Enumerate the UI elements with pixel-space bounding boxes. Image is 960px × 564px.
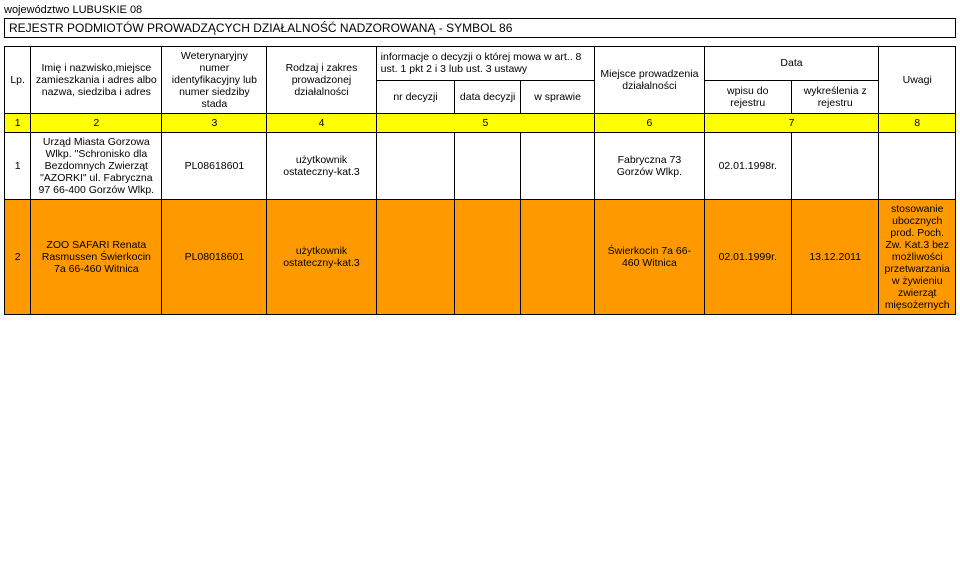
cell-lp: 2 — [5, 200, 31, 315]
cell-nr-decyzji — [376, 200, 455, 315]
colnum-6: 6 — [595, 114, 704, 133]
hdr-wpisu: wpisu do rejestru — [704, 80, 791, 114]
cell-uwagi: stosowanie ubocznych prod. Poch. Zw. Kat… — [879, 200, 956, 315]
cell-wpisu: 02.01.1998r. — [704, 133, 791, 200]
colnum-7: 7 — [704, 114, 879, 133]
cell-lp: 1 — [5, 133, 31, 200]
table-row: 2 ZOO SAFARI Renata Rasmussen Świerkocin… — [5, 200, 956, 315]
hdr-wykresl: wykreślenia z rejestru — [791, 80, 878, 114]
hdr-info: informacje o decyzji o której mowa w art… — [376, 47, 595, 81]
hdr-uwagi: Uwagi — [879, 47, 956, 114]
hdr-data-decyzji: data decyzji — [455, 80, 521, 114]
hdr-name: Imię i nazwisko,miejsce zamieszkania i a… — [31, 47, 162, 114]
registry-title: REJESTR PODMIOTÓW PROWADZĄCYCH DZIAŁALNO… — [4, 18, 956, 38]
colnum-4: 4 — [267, 114, 376, 133]
colnum-2: 2 — [31, 114, 162, 133]
hdr-data: Data — [704, 47, 879, 81]
cell-w-sprawie — [520, 133, 594, 200]
cell-miejsce: Fabryczna 73 Gorzów Wlkp. — [595, 133, 704, 200]
cell-scope: użytkownik ostateczny-kat.3 — [267, 200, 376, 315]
hdr-lp: Lp. — [5, 47, 31, 114]
cell-wykresl: 13.12.2011 — [791, 200, 878, 315]
cell-w-sprawie — [520, 200, 594, 315]
hdr-w-sprawie: w sprawie — [520, 80, 594, 114]
table-row: 1 Urząd Miasta Gorzowa Wlkp. "Schronisko… — [5, 133, 956, 200]
cell-wykresl — [791, 133, 878, 200]
cell-scope: użytkownik ostateczny-kat.3 — [267, 133, 376, 200]
cell-vetnum: PL08618601 — [162, 133, 267, 200]
cell-nr-decyzji — [376, 133, 455, 200]
cell-miejsce: Świerkocin 7a 66-460 Witnica — [595, 200, 704, 315]
cell-name: Urząd Miasta Gorzowa Wlkp. "Schronisko d… — [31, 133, 162, 200]
hdr-scope: Rodzaj i zakres prowadzonej działalności — [267, 47, 376, 114]
colnum-5: 5 — [376, 114, 595, 133]
colnum-8: 8 — [879, 114, 956, 133]
registry-table: Lp. Imię i nazwisko,miejsce zamieszkania… — [4, 46, 956, 315]
hdr-vetnum: Weterynaryjny numer identyfikacyjny lub … — [162, 47, 267, 114]
colnum-1: 1 — [5, 114, 31, 133]
cell-vetnum: PL08018601 — [162, 200, 267, 315]
cell-name: ZOO SAFARI Renata Rasmussen Świerkocin 7… — [31, 200, 162, 315]
province-label: województwo LUBUSKIE 08 — [4, 4, 956, 16]
cell-data-decyzji — [455, 200, 521, 315]
hdr-nr-decyzji: nr decyzji — [376, 80, 455, 114]
cell-data-decyzji — [455, 133, 521, 200]
cell-uwagi — [879, 133, 956, 200]
hdr-miejsce: Miejsce prowadzenia działalności — [595, 47, 704, 114]
colnum-3: 3 — [162, 114, 267, 133]
cell-wpisu: 02.01.1999r. — [704, 200, 791, 315]
